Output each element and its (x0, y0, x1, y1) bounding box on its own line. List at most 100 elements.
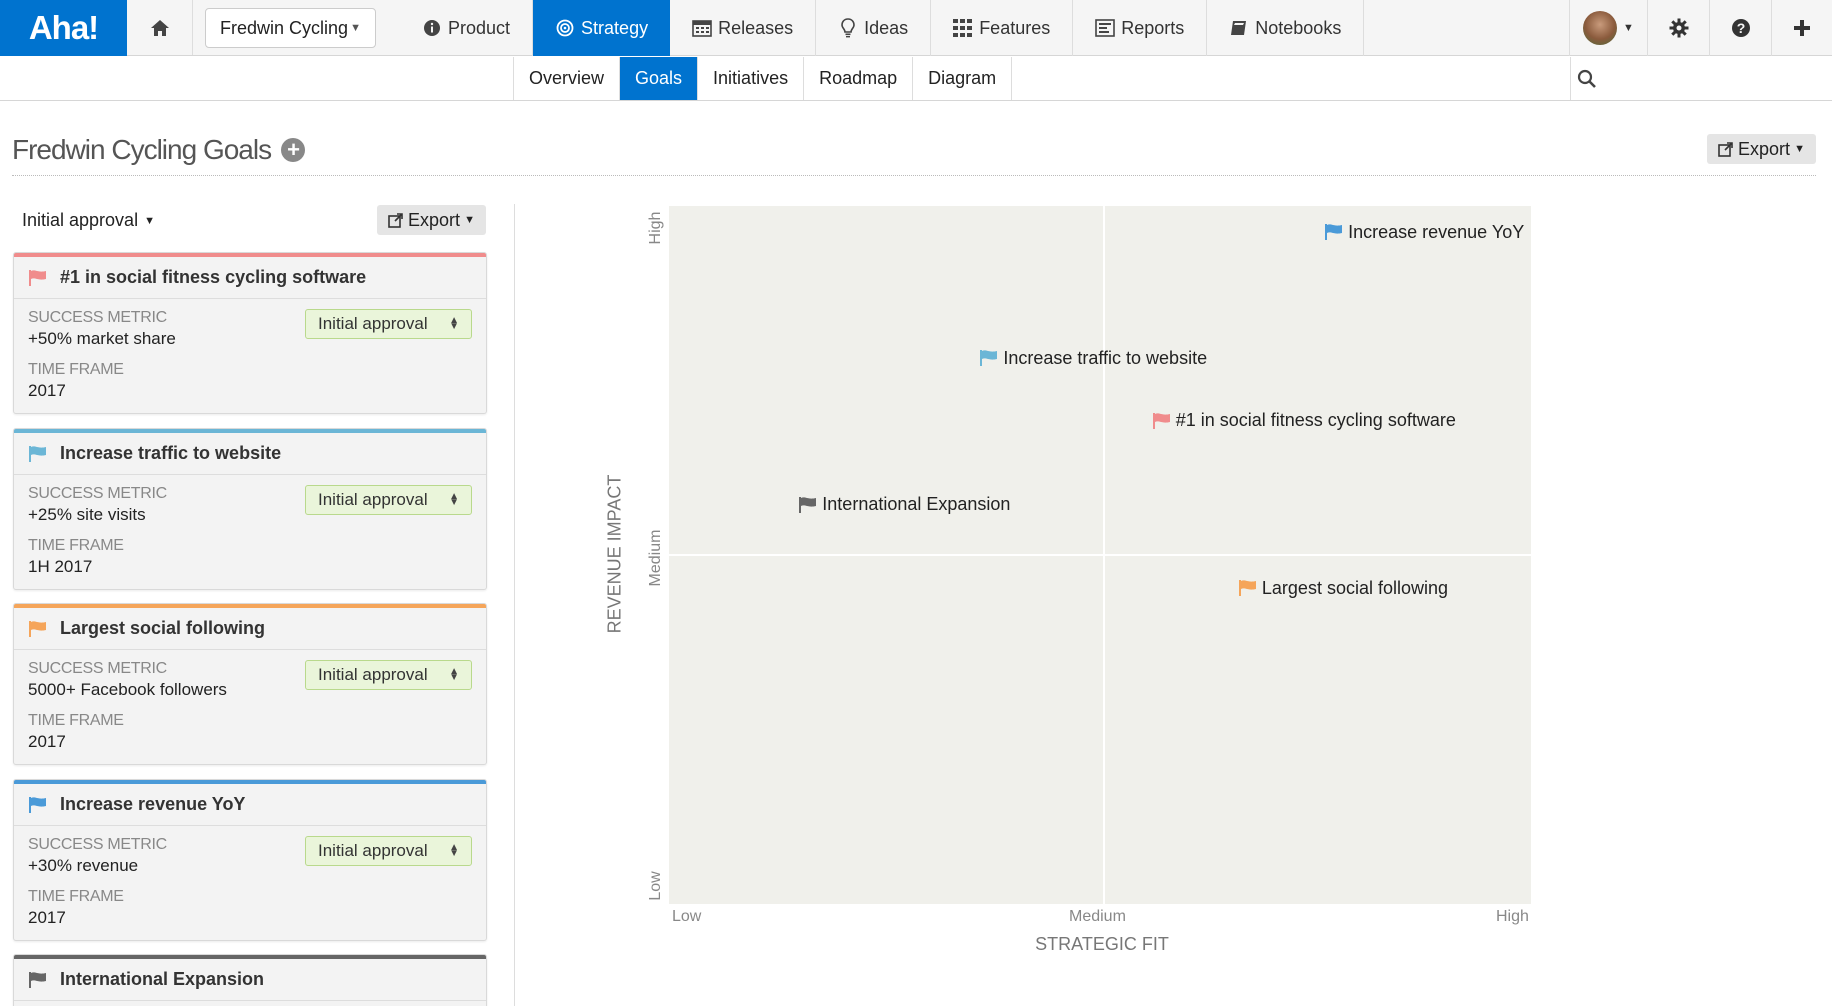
goal-card[interactable]: International Expansion (13, 954, 487, 1006)
tab-overview[interactable]: Overview (514, 57, 621, 100)
chart-point-label: #1 in social fitness cycling software (1175, 410, 1456, 431)
nav-notebooks-label: Notebooks (1255, 17, 1342, 38)
goal-card-header[interactable]: #1 in social fitness cycling software (14, 257, 486, 299)
flag-icon (1324, 223, 1344, 241)
flag-icon (28, 445, 48, 463)
y-tick-high: High (647, 211, 664, 245)
goal-name: #1 in social fitness cycling software (60, 267, 367, 287)
notebook-icon (1229, 19, 1249, 37)
chevron-down-icon: ▼ (1794, 143, 1805, 155)
tab-diagram[interactable]: Diagram (913, 57, 1013, 100)
status-select[interactable]: Initial approval ▲ ▼ (305, 485, 472, 515)
chart-point-label: Largest social following (1261, 577, 1449, 598)
report-icon (1095, 19, 1116, 37)
sort-arrows-icon: ▲ ▼ (449, 666, 459, 683)
sub-navbar: Overview Goals Initiatives Roadmap Diagr… (0, 57, 1832, 101)
workspace-name: Fredwin Cycling (220, 17, 349, 38)
nav-product-label: Product (448, 17, 511, 38)
chart-point-goal[interactable]: Increase traffic to website (979, 348, 1207, 369)
chart-point-goal[interactable]: International Expansion (798, 494, 1010, 515)
nav-ideas[interactable]: Ideas (816, 0, 932, 56)
time-frame-value: 2017 (28, 381, 66, 400)
chart-point-goal[interactable]: Increase revenue YoY (1324, 222, 1524, 243)
status-filter[interactable]: Initial approval ▼ (22, 210, 155, 231)
goal-card[interactable]: #1 in social fitness cycling software SUC… (13, 252, 487, 414)
tab-goals[interactable]: Goals (620, 57, 699, 100)
search-icon (1577, 69, 1596, 88)
sort-arrows-icon: ▲ ▼ (449, 842, 459, 859)
goal-card-header[interactable]: International Expansion (14, 959, 486, 1001)
goal-card-header[interactable]: Largest social following (14, 608, 486, 650)
y-tick-medium: Medium (647, 529, 664, 587)
time-frame-label: TIME FRAME (28, 888, 124, 905)
status-value: Initial approval (318, 314, 428, 333)
export-button-list[interactable]: Export ▼ (377, 205, 486, 235)
y-tick-low: Low (647, 871, 664, 901)
status-value: Initial approval (318, 841, 428, 860)
x-tick-low: Low (672, 908, 702, 925)
home-button[interactable] (127, 0, 193, 55)
goal-card-body: SUCCESS METRIC +25% site visits TIME FRAME… (14, 475, 486, 589)
goal-card-body: SUCCESS METRIC 5000+ Facebook followers TI… (14, 650, 486, 764)
nav-strategy[interactable]: Strategy (533, 0, 671, 56)
nav-features-label: Features (979, 17, 1051, 38)
goal-card[interactable]: Increase traffic to website SUCCESS METRI… (13, 428, 487, 590)
status-select[interactable]: Initial approval ▲ ▼ (305, 309, 472, 339)
add-goal-icon[interactable]: + (281, 138, 306, 162)
page-title: Fredwin Cycling Goals + (12, 134, 306, 166)
sort-arrows-icon: ▲ ▼ (449, 491, 459, 508)
goal-card-header[interactable]: Increase revenue YoY (14, 784, 486, 826)
nav-features[interactable]: Features (931, 0, 1074, 56)
time-frame-label: TIME FRAME (28, 712, 124, 729)
goal-card[interactable]: Largest social following SUCCESS METRIC 50… (13, 603, 487, 765)
flag-icon (1238, 579, 1258, 597)
flag-icon (1152, 412, 1172, 430)
sort-arrows-icon: ▲ ▼ (449, 315, 459, 332)
tab-initiatives[interactable]: Initiatives (698, 57, 805, 100)
chart-point-label: Increase traffic to website (1003, 347, 1208, 368)
time-frame-value: 1H 2017 (28, 557, 93, 576)
status-select[interactable]: Initial approval ▲ ▼ (305, 660, 472, 690)
strategy-tabs: Overview Goals Initiatives Roadmap Diagr… (513, 57, 1013, 100)
app-logo[interactable]: Aha! (0, 0, 127, 56)
success-metric-label: SUCCESS METRIC (28, 836, 167, 853)
nav-ideas-label: Ideas (864, 17, 909, 38)
nav-product[interactable]: Product (400, 0, 534, 56)
status-filter-label: Initial approval (22, 210, 139, 230)
goal-card-header[interactable]: Increase traffic to website (14, 433, 486, 475)
search-box[interactable] (1570, 57, 1832, 100)
export-label: Export (1738, 138, 1791, 159)
success-metric-value: +25% site visits (28, 505, 146, 524)
home-icon (150, 19, 169, 36)
nav-right-tools: ▼ ? (1569, 0, 1832, 56)
nav-notebooks[interactable]: Notebooks (1207, 0, 1365, 56)
goal-name: Increase revenue YoY (60, 794, 246, 814)
goal-name: International Expansion (60, 969, 265, 989)
nav-reports-label: Reports (1121, 17, 1185, 38)
success-metric-value: +50% market share (28, 329, 176, 348)
goal-card[interactable]: Increase revenue YoY SUCCESS METRIC +30% r… (13, 779, 487, 941)
tab-roadmap[interactable]: Roadmap (804, 57, 914, 100)
header-divider (12, 175, 1816, 176)
nav-reports[interactable]: Reports (1073, 0, 1208, 56)
status-value: Initial approval (318, 665, 428, 684)
time-frame-value: 2017 (28, 908, 66, 927)
flag-icon (28, 269, 48, 287)
help-button[interactable]: ? (1710, 0, 1772, 56)
chart-point-goal[interactable]: #1 in social fitness cycling software (1152, 410, 1456, 431)
nav-releases[interactable]: Releases (670, 0, 817, 56)
success-metric-label: SUCCESS METRIC (28, 309, 167, 326)
chart-point-goal[interactable]: Largest social following (1238, 578, 1448, 599)
workspace-selector[interactable]: Fredwin Cycling ▼ (205, 8, 376, 48)
flag-icon (28, 971, 48, 989)
nav-strategy-label: Strategy (581, 17, 649, 38)
user-menu[interactable]: ▼ (1570, 0, 1648, 56)
settings-button[interactable] (1648, 0, 1710, 56)
goal-color-bar (14, 429, 486, 433)
goal-color-bar (14, 780, 486, 784)
add-button[interactable] (1772, 0, 1832, 56)
export-button-top[interactable]: Export ▼ (1707, 134, 1816, 164)
status-select[interactable]: Initial approval ▲ ▼ (305, 836, 472, 866)
nav-releases-label: Releases (718, 17, 794, 38)
lightbulb-icon (838, 18, 858, 38)
